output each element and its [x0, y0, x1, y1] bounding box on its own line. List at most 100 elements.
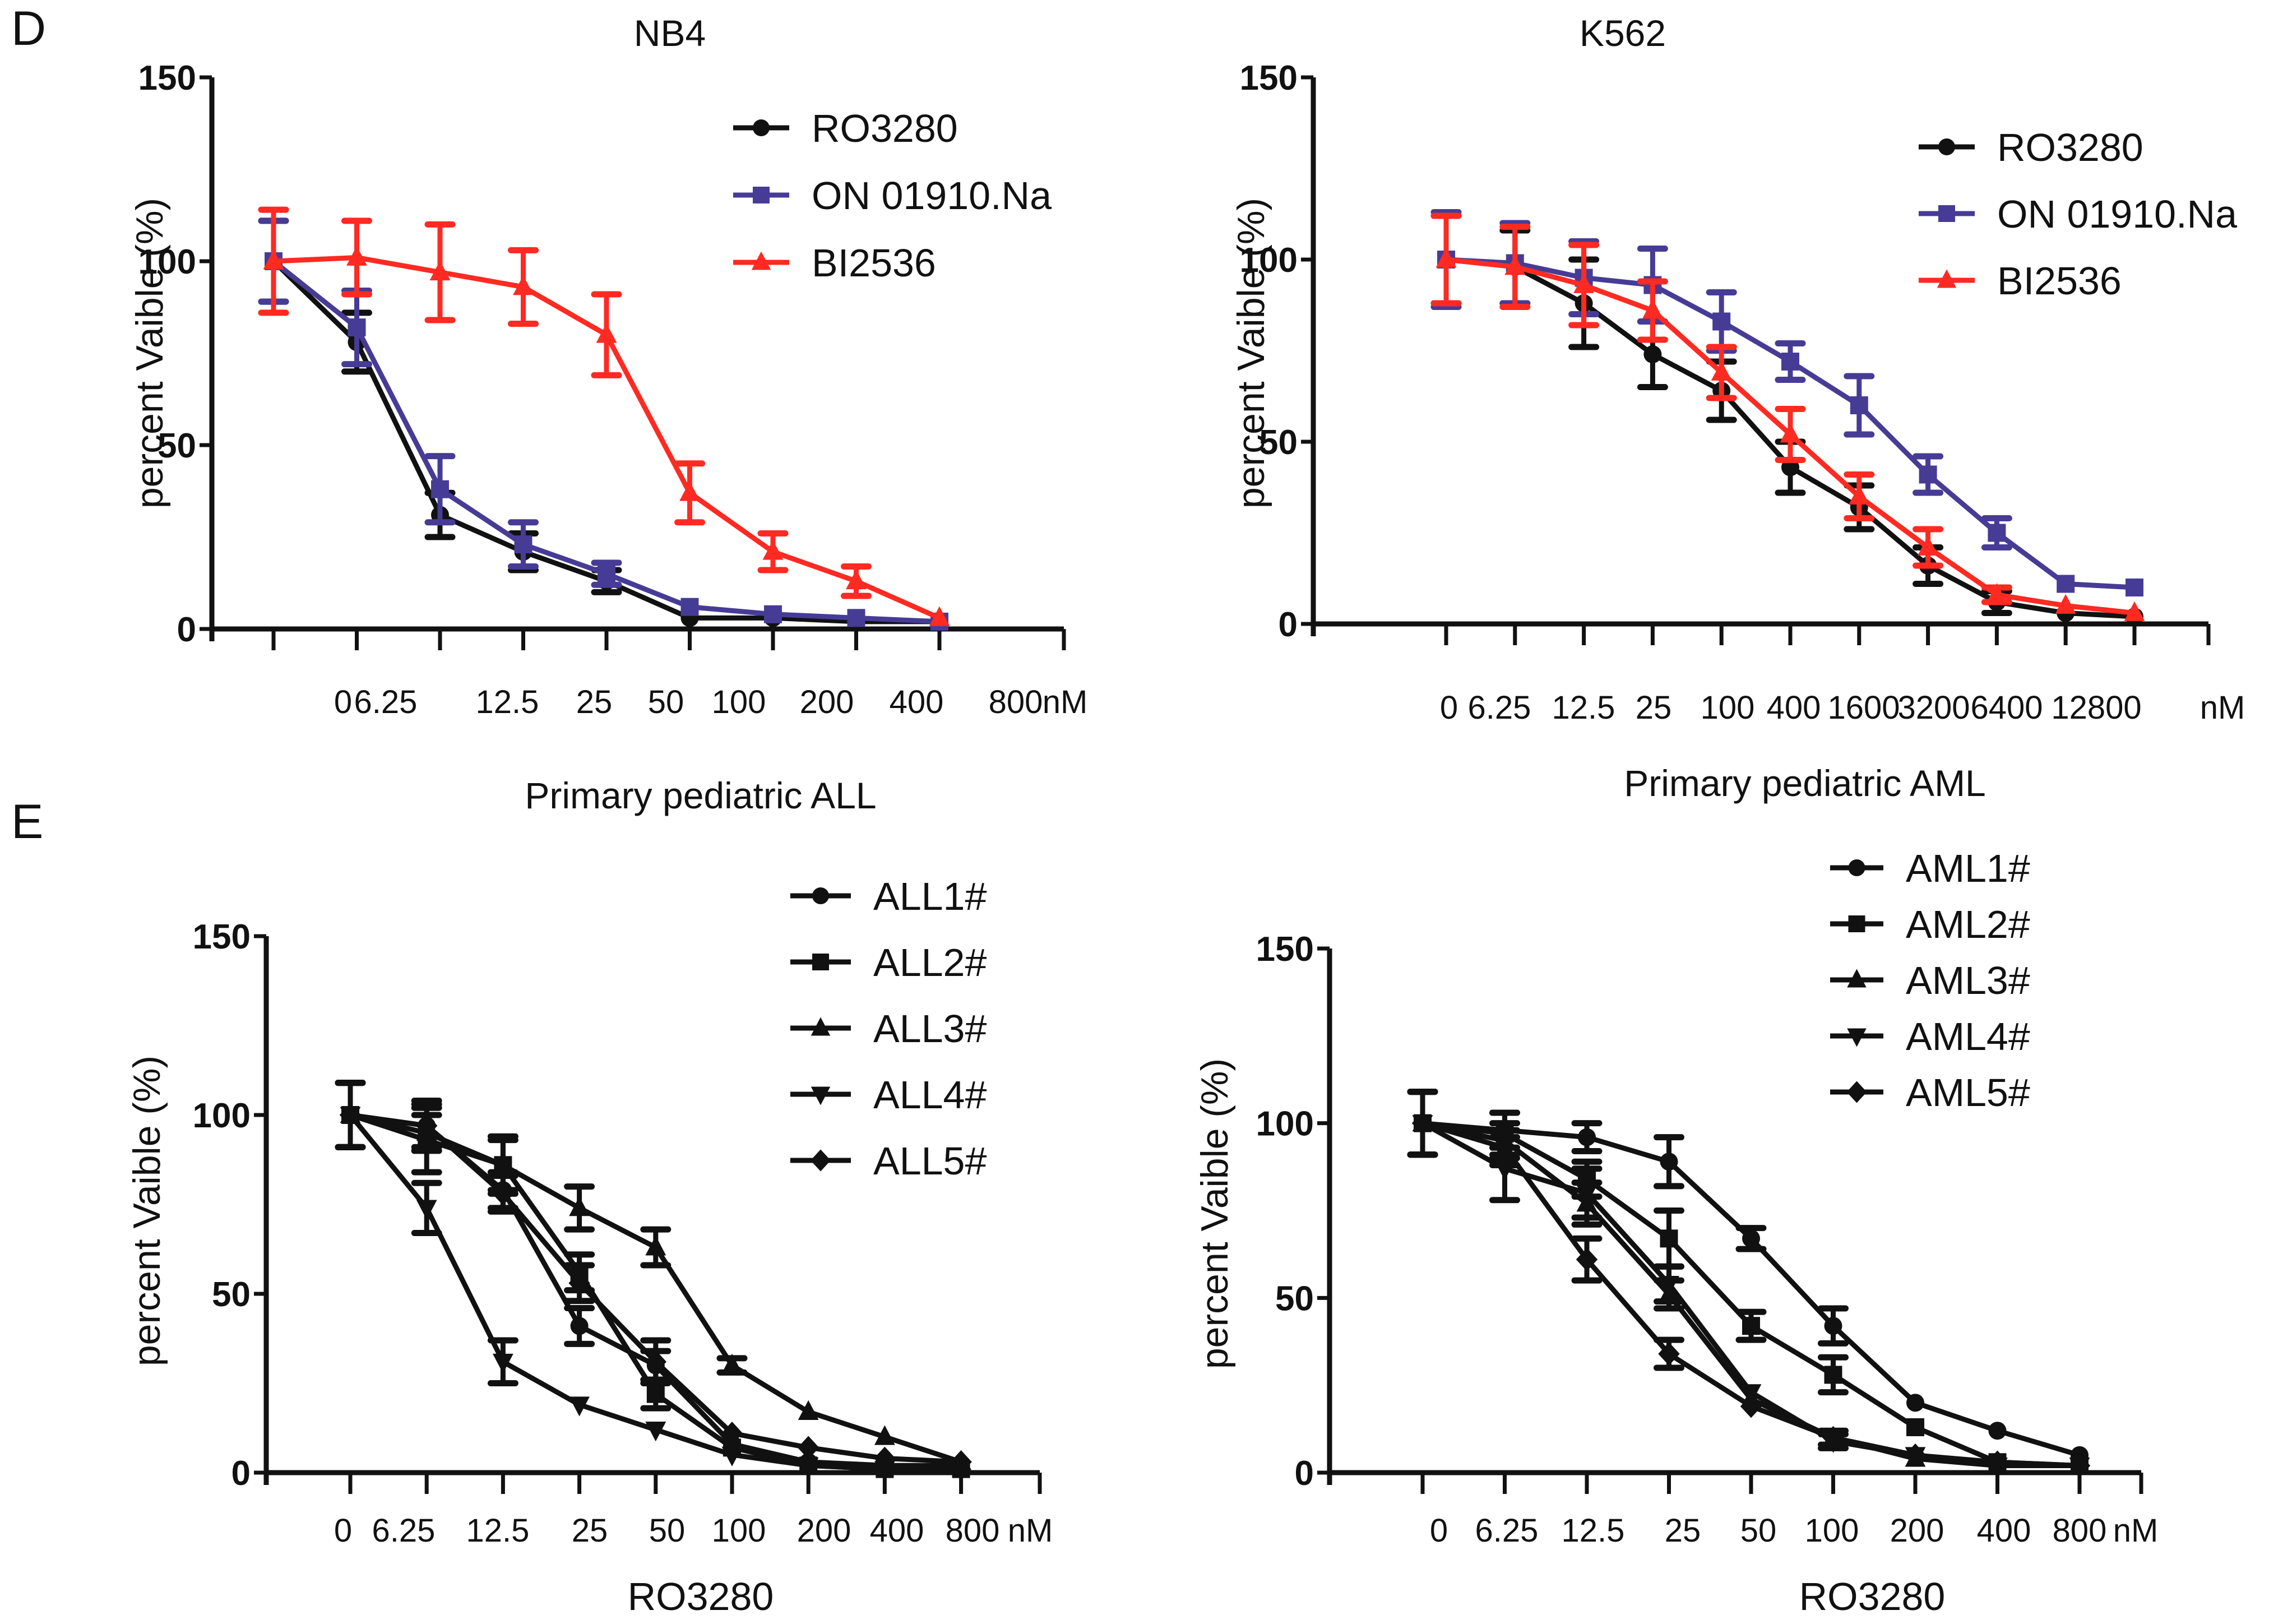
data-point	[598, 565, 615, 583]
triangle-up-marker-icon	[751, 251, 771, 270]
data-point	[645, 1236, 666, 1256]
data-point	[798, 1436, 819, 1460]
data-point	[680, 598, 699, 616]
data-point	[1822, 1426, 1844, 1450]
data-point	[1712, 312, 1731, 331]
x-tick-label: 0	[1430, 1512, 1448, 1549]
legend-item: AML4#	[1830, 1015, 2030, 1058]
chart-title: Primary pediatric ALL	[525, 775, 876, 816]
legend-item: AML3#	[1830, 959, 2030, 1002]
x-tick-label: 100	[1701, 690, 1755, 726]
y-tick-label: 150	[1256, 930, 1314, 969]
x-tick-label: 0	[334, 684, 352, 720]
x-tick-label: 25	[576, 684, 613, 720]
x-tick-label: 200	[797, 1512, 851, 1549]
x-tick-label: 400	[890, 684, 944, 720]
chart-primary-aml: Primary pediatric AML 0 50 100 150 percent Va…	[1193, 762, 2158, 1618]
data-point	[1849, 484, 1870, 505]
x-tick-label: 800	[2053, 1512, 2107, 1549]
data-point	[493, 1353, 513, 1374]
data-point	[1504, 255, 1526, 275]
data-point	[2124, 601, 2145, 621]
legend: RO3280 ON 01910.Na BI2536	[733, 107, 1052, 285]
data-point	[679, 481, 700, 501]
data-point	[847, 609, 865, 627]
x-unit-label: nM	[2200, 690, 2245, 726]
data-point	[1742, 1229, 1760, 1248]
data-point	[764, 605, 782, 623]
data-point	[1986, 583, 2007, 603]
data-point	[1850, 396, 1868, 414]
x-tick-label: 200	[1890, 1512, 1944, 1549]
data-point	[416, 1200, 437, 1220]
data-point	[431, 480, 449, 498]
data-point	[1742, 1317, 1760, 1335]
data-point	[1988, 524, 2006, 542]
chart-primary-all: Primary pediatric ALL 0 50 100 150 percent Va…	[126, 775, 1053, 1618]
chart-title: Primary pediatric AML	[1624, 762, 1986, 804]
x-tick-label: 12.5	[1552, 690, 1615, 726]
x-tick-label: 50	[1740, 1512, 1777, 1549]
y-tick-label: 50	[212, 1275, 251, 1314]
data-point	[1576, 1185, 1597, 1205]
x-tick-label: 200	[800, 684, 854, 720]
series-on-01910-na	[1430, 209, 2143, 596]
legend-item: RO3280	[1919, 126, 2143, 169]
data-point	[1578, 1128, 1596, 1146]
series-all5-	[335, 1080, 972, 1474]
data-point	[570, 1317, 589, 1335]
legend-item: AML2#	[1830, 903, 2030, 946]
x-tick-label: 25	[1665, 1512, 1701, 1549]
x-tick-label: 400	[1767, 690, 1821, 726]
square-marker-icon	[753, 187, 770, 203]
x-unit-label: nM	[2113, 1512, 2159, 1549]
data-point	[1918, 535, 1938, 556]
circle-marker-icon	[753, 119, 770, 136]
y-tick-label: 150	[138, 59, 196, 98]
legend-label: ALL3#	[873, 1007, 987, 1051]
y-tick-label: 0	[1295, 1454, 1314, 1493]
data-point	[492, 1182, 514, 1206]
data-point	[950, 1450, 972, 1474]
x-tick-label: 6.25	[1468, 690, 1531, 726]
y-axis-label: percent Vaible (%)	[1193, 1058, 1236, 1369]
x-tick-label: 800	[989, 684, 1043, 720]
x-tick-label: 800	[946, 1512, 1000, 1549]
y-tick-label: 100	[1256, 1105, 1314, 1144]
legend-item: ALL2#	[790, 941, 987, 984]
data-point	[874, 1461, 895, 1481]
data-point	[1740, 1394, 1762, 1418]
x-tick-label: 100	[1805, 1512, 1859, 1549]
triangle-up-marker-icon	[811, 1017, 831, 1036]
series-bi2536	[258, 206, 950, 626]
data-point	[645, 1422, 666, 1442]
x-unit-label: nM	[1008, 1512, 1053, 1549]
y-tick-label: 100	[138, 243, 196, 281]
data-point	[646, 1385, 665, 1403]
panel-letter-e: E	[11, 795, 43, 849]
legend: AML1# AML2# AML3# AML4# AML5#	[1830, 846, 2030, 1114]
x-tick-label: 12.5	[466, 1512, 530, 1549]
legend-item: BI2536	[1919, 259, 2122, 303]
y-tick-label: 0	[177, 610, 196, 649]
y-tick-label: 150	[193, 918, 251, 956]
chart-k562: K562 0 50 100 150 percent Vaible (%) 0 6.25 12.5…	[1230, 12, 2245, 726]
data-point	[348, 318, 366, 337]
data-point	[1576, 1247, 1598, 1271]
legend-item: ALL5#	[790, 1139, 987, 1183]
legend-label: ON 01910.Na	[1997, 192, 2237, 236]
data-point	[569, 1196, 590, 1216]
square-marker-icon	[812, 954, 829, 970]
data-point	[596, 323, 617, 343]
legend-label: RO3280	[1997, 126, 2143, 169]
data-point	[1659, 1276, 1679, 1296]
y-tick-label: 0	[1279, 605, 1298, 644]
circle-marker-icon	[1848, 859, 1865, 876]
data-point	[1711, 360, 1732, 381]
legend-label: ALL5#	[873, 1139, 987, 1183]
triangle-down-marker-icon	[1847, 1028, 1867, 1047]
x-tick-label: 100	[712, 684, 766, 720]
x-tick-label: 12.5	[1562, 1512, 1625, 1549]
